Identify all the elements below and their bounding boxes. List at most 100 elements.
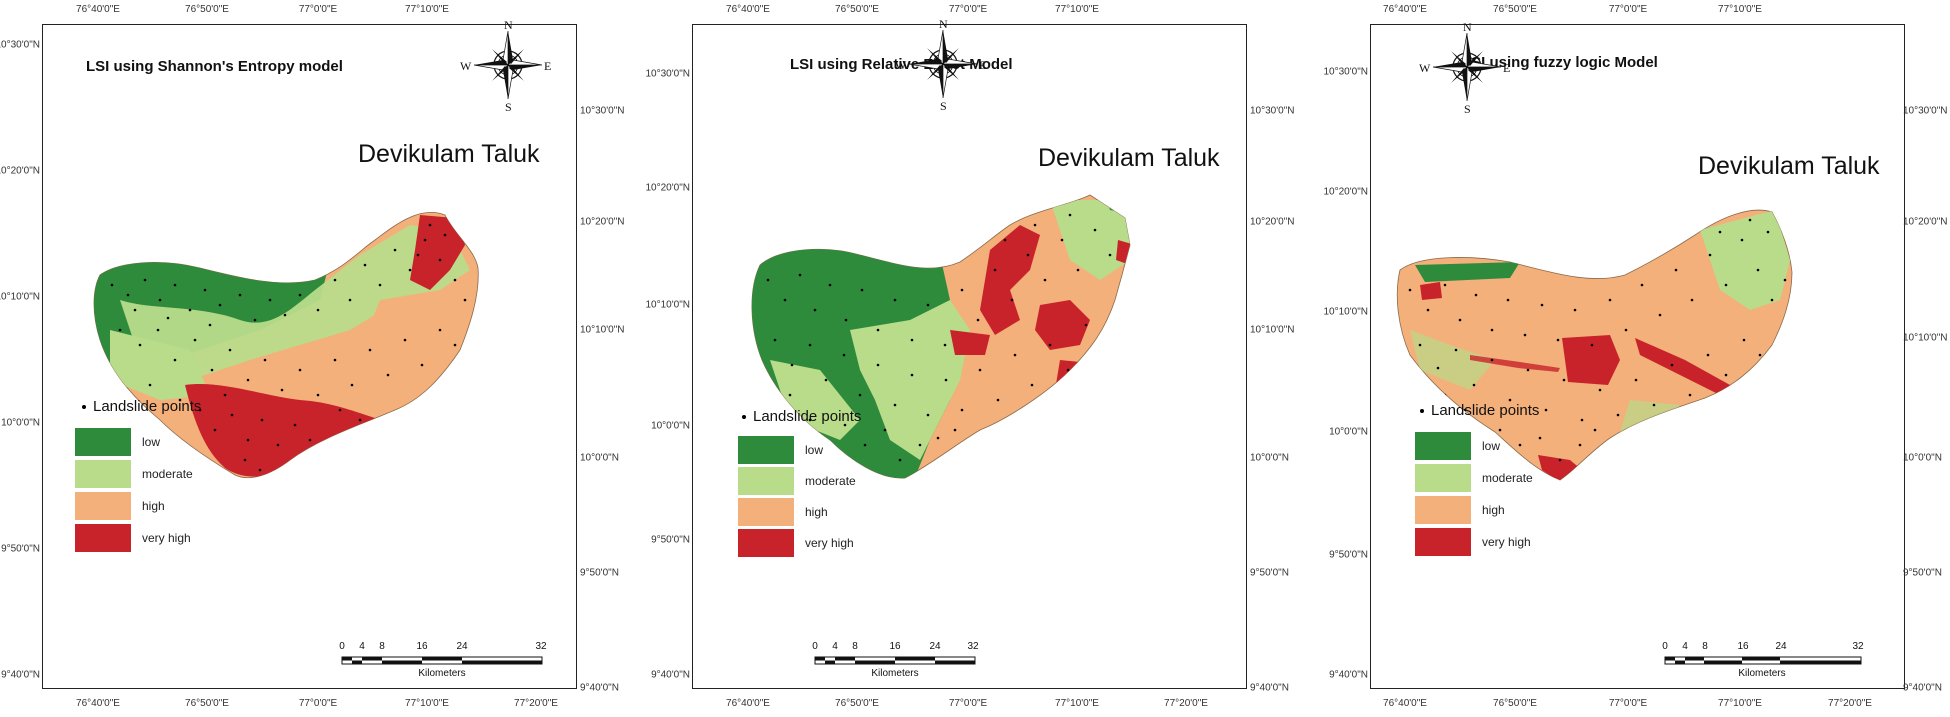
compass-rose-icon: N S E W <box>460 18 551 114</box>
map-subtitle: Devikulam Taluk <box>358 140 540 168</box>
legend-swatch-low <box>1415 432 1471 460</box>
graticule-left-label: 10°0'0"N <box>1 417 40 429</box>
scale-tick-label: 8 <box>379 641 385 652</box>
graticule-left-label: 10°10'0"N <box>645 299 691 311</box>
graticule-top-label: 77°10'0"E <box>1718 4 1762 15</box>
zone-very-high <box>1635 338 1740 395</box>
legend-swatch-moderate <box>75 460 131 488</box>
graticule-top-label: 77°0'0"E <box>948 4 988 15</box>
scale-tick-label: 0 <box>812 641 818 652</box>
compass-south-label: S <box>940 99 947 113</box>
graticule-right-label: 10°10'0"N <box>1250 324 1295 336</box>
scale-tick-label: 16 <box>1737 641 1749 652</box>
graticule-right-label: 9°40'0"N <box>1903 682 1942 694</box>
graticule-left-label: 10°20'0"N <box>1323 186 1369 198</box>
zone-very-high <box>1562 335 1620 385</box>
graticule-right-label: 10°0'0"N <box>1903 452 1942 464</box>
compass-west-label: W <box>460 59 472 73</box>
graticule-top-label: 76°50'0"E <box>835 4 879 15</box>
graticule-left-label: 9°40'0"N <box>1329 669 1368 681</box>
compass-east-label: E <box>1503 61 1510 75</box>
graticule-top-label: 77°0'0"E <box>298 4 338 15</box>
graticule-bottom-label: 77°20'0"E <box>1828 698 1872 709</box>
point-marker-icon <box>82 405 86 410</box>
graticule-top-label: 77°10'0"E <box>1055 4 1099 15</box>
scale-tick-label: 16 <box>889 641 901 652</box>
legend-label-high: high <box>142 499 165 513</box>
compass-west-label: W <box>895 58 907 72</box>
zone-moderate <box>1620 400 1680 432</box>
scale-tick-label: 32 <box>1852 641 1864 652</box>
legend-swatch-moderate <box>738 467 794 495</box>
compass-south-label: S <box>1464 102 1471 116</box>
legend-swatch-high <box>75 492 131 520</box>
graticule-bottom-label: 76°50'0"E <box>835 698 879 709</box>
graticule-right-label: 9°40'0"N <box>580 682 619 694</box>
graticule-right-label: 10°20'0"N <box>1903 216 1948 228</box>
point-marker-icon <box>742 415 746 420</box>
zone-very-high <box>1035 300 1090 350</box>
legend-swatch-high <box>738 498 794 526</box>
graticule-right-label: 10°30'0"N <box>1250 105 1295 117</box>
scale-tick-label: 16 <box>416 641 428 652</box>
legend-points-label: Landslide points <box>1431 402 1540 419</box>
graticule-right-label: 10°20'0"N <box>1250 216 1295 228</box>
scale-tick-label: 24 <box>456 641 468 652</box>
graticule-right-label: 10°0'0"N <box>580 452 619 464</box>
susceptibility-map <box>751 194 1131 479</box>
graticule-top-label: 76°50'0"E <box>185 4 229 15</box>
landslide-points <box>1408 218 1787 462</box>
legend-label-moderate: moderate <box>142 467 193 481</box>
susceptibility-map <box>93 211 479 479</box>
scale-tick-label: 0 <box>1662 641 1668 652</box>
map-title: LSI using fuzzy logic Model <box>1462 54 1658 71</box>
graticule-right-label: 10°20'0"N <box>580 216 625 228</box>
graticule-left-label: 9°50'0"N <box>1329 549 1368 561</box>
scale-tick-label: 4 <box>1682 641 1688 652</box>
legend-label-low: low <box>805 443 824 457</box>
graticule-right-label: 9°50'0"N <box>580 567 619 579</box>
legend-swatch-very-high <box>738 529 794 557</box>
map-title: LSI using Shannon's Entropy model <box>86 58 343 75</box>
scale-unit-label: Kilometers <box>871 668 919 679</box>
graticule-right-label: 10°30'0"N <box>1903 105 1948 117</box>
map-panel-relative-effect: 76°40'0"E 76°50'0"E 77°0'0"E 77°10'0"E 1… <box>646 0 1295 717</box>
graticule-top-label: 76°40'0"E <box>1383 4 1427 15</box>
compass-rose-icon: N S E W <box>895 17 986 113</box>
legend-label-very-high: very high <box>805 536 854 550</box>
graticule-left-label: 10°10'0"N <box>1323 306 1369 318</box>
scale-tick-label: 8 <box>852 641 858 652</box>
graticule-right-label: 10°10'0"N <box>1903 332 1948 344</box>
scale-bar <box>814 656 976 665</box>
compass-east-label: E <box>544 59 551 73</box>
legend-label-very-high: very high <box>1482 535 1531 549</box>
map-panel-fuzzy-logic: 76°40'0"E 76°50'0"E 77°0'0"E 77°10'0"E 1… <box>1320 0 1950 717</box>
scale-tick-label: 4 <box>359 641 365 652</box>
scale-tick-label: 0 <box>339 641 345 652</box>
graticule-bottom-label: 77°0'0"E <box>948 698 988 709</box>
legend-landslide-points: Landslide points <box>742 408 861 425</box>
legend-label-moderate: moderate <box>805 474 856 488</box>
compass-north-label: N <box>1463 20 1472 34</box>
zone-moderate <box>120 225 470 380</box>
scale-tick-label: 4 <box>832 641 838 652</box>
legend-points-label: Landslide points <box>753 408 862 425</box>
legend-swatch-low <box>75 428 131 456</box>
zone-moderate <box>850 300 970 460</box>
point-marker-icon <box>1420 409 1424 414</box>
zone-very-high <box>980 225 1040 335</box>
graticule-right-label: 10°0'0"N <box>1250 452 1289 464</box>
zone-very-high <box>1420 282 1442 300</box>
legend-label-very-high: very high <box>142 531 191 545</box>
graticule-right-label: 9°40'0"N <box>1250 682 1289 694</box>
legend-landslide-points: Landslide points <box>1420 402 1539 419</box>
graticule-left-label: 9°50'0"N <box>651 534 690 546</box>
graticule-bottom-label: 77°20'0"E <box>514 698 558 709</box>
graticule-bottom-label: 77°0'0"E <box>1608 698 1648 709</box>
scale-unit-label: Kilometers <box>1738 668 1786 679</box>
graticule-bottom-label: 77°10'0"E <box>1055 698 1099 709</box>
zone-very-high <box>410 215 465 290</box>
scale-unit-label: Kilometers <box>418 668 466 679</box>
zone-moderate <box>1050 200 1130 280</box>
zone-moderate <box>1410 330 1495 390</box>
